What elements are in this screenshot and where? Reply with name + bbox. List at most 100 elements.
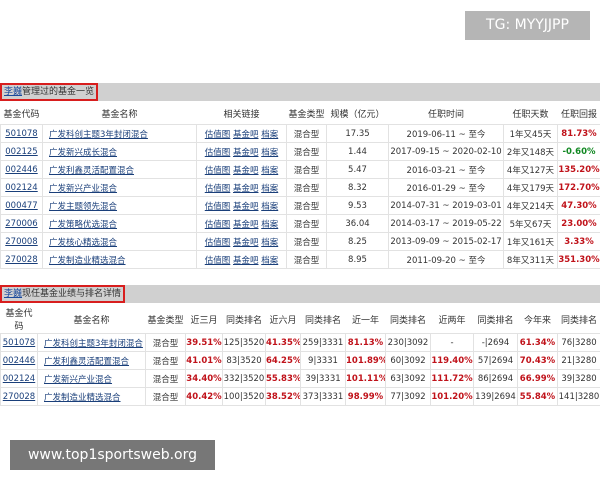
archive-link[interactable]: 档案: [261, 183, 279, 194]
archive-link[interactable]: 档案: [261, 147, 279, 158]
fund-name-cell: 广发新兴产业混合: [42, 178, 197, 197]
fund-name-link[interactable]: 广发新兴成长混合: [49, 147, 118, 158]
valuation-chart-link[interactable]: 估值图: [204, 201, 231, 212]
table-cell: 40.42%: [185, 387, 223, 406]
fund-name-link[interactable]: 广发制造业精选混合: [49, 255, 126, 266]
fund-name-link[interactable]: 广发利鑫灵活配置混合: [44, 356, 130, 367]
table-row: 002124 广发新兴产业混合 混合型 34.40% 332|3520 55.83% 39|…: [0, 369, 600, 388]
fund-forum-link[interactable]: 基金吧: [232, 183, 259, 194]
fund-code-cell: 002125: [0, 142, 43, 161]
fund-code-link[interactable]: 270006: [5, 218, 38, 229]
table-cell: 混合型: [286, 232, 327, 251]
archive-link[interactable]: 档案: [261, 237, 279, 248]
column-header: 基金类型: [147, 315, 184, 326]
table-cell: 9.53: [326, 196, 389, 215]
fund-code-link[interactable]: 270008: [5, 236, 38, 247]
fund-name-link[interactable]: 广发新兴产业混合: [44, 374, 113, 385]
table-cell: 2019-06-11 ~ 至今: [388, 124, 504, 143]
table-cell: 4年又214天: [503, 196, 558, 215]
fund-code-cell: 000477: [0, 196, 43, 215]
table-cell: 混合型: [145, 333, 186, 352]
fund-name-link[interactable]: 广发主题领先混合: [49, 201, 118, 212]
related-links-cell: 估值图 基金吧 档案: [196, 232, 287, 251]
fund-code-link[interactable]: 270028: [5, 254, 38, 265]
fund-name-link[interactable]: 广发策略优选混合: [49, 219, 118, 230]
valuation-chart-link[interactable]: 估值图: [204, 219, 231, 230]
table-cell: -0.60%: [557, 142, 600, 161]
column-header: 同类排名: [477, 315, 514, 326]
table-cell: 172.70%: [557, 178, 600, 197]
valuation-chart-link[interactable]: 估值图: [204, 255, 231, 266]
valuation-chart-link[interactable]: 估值图: [204, 147, 231, 158]
table-cell: 8年又311天: [503, 250, 558, 269]
table-cell: 混合型: [286, 160, 327, 179]
column-header: 近两年: [438, 315, 466, 326]
archive-link[interactable]: 档案: [261, 201, 279, 212]
fund-name-link[interactable]: 广发科创主题3年封闭混合: [49, 129, 148, 140]
fund-code-link[interactable]: 501078: [2, 337, 36, 348]
table-cell: 125|3520: [222, 333, 266, 352]
fund-forum-link[interactable]: 基金吧: [232, 219, 259, 230]
fund-forum-link[interactable]: 基金吧: [232, 201, 259, 212]
valuation-chart-link[interactable]: 估值图: [204, 165, 231, 176]
table-row: 002125 广发新兴成长混合 估值图 基金吧 档案 混合型 1.44 2017-09-…: [0, 142, 600, 161]
table-cell: 8.25: [326, 232, 389, 251]
table-cell: 373|3331: [300, 387, 346, 406]
fund-code-cell: 270006: [0, 214, 43, 233]
table-cell: 64.25%: [265, 351, 301, 370]
archive-link[interactable]: 档案: [261, 165, 279, 176]
table-cell: 38.52%: [265, 387, 301, 406]
table-row: 501078 广发科创主题3年封闭混合 估值图 基金吧 档案 混合型 17.35 201…: [0, 124, 600, 143]
table-cell: 2017-09-15 ~ 2020-02-10: [388, 142, 504, 161]
fund-name-cell: 广发核心精选混合: [42, 232, 197, 251]
fund-code-link[interactable]: 002124: [2, 373, 36, 384]
valuation-chart-link[interactable]: 估值图: [204, 183, 231, 194]
fund-code-link[interactable]: 002446: [2, 355, 36, 366]
table-cell: 57|2694: [473, 351, 518, 370]
fund-code-link[interactable]: 002446: [5, 164, 38, 175]
fund-name-link[interactable]: 广发利鑫灵活配置混合: [49, 165, 135, 176]
table-cell: -|2694: [473, 333, 518, 352]
fund-code-link[interactable]: 501078: [5, 128, 38, 139]
table-cell: 8.95: [326, 250, 389, 269]
fund-code-link[interactable]: 002125: [5, 146, 38, 157]
fund-code-cell: 002124: [0, 178, 43, 197]
fund-forum-link[interactable]: 基金吧: [232, 255, 259, 266]
table-cell: 86|2694: [473, 369, 518, 388]
table-cell: 66.99%: [517, 369, 558, 388]
manager-link[interactable]: 李巍: [4, 289, 23, 299]
fund-name-link[interactable]: 广发科创主题3年封闭混合: [44, 338, 143, 349]
table-cell: 41.01%: [185, 351, 223, 370]
archive-link[interactable]: 档案: [261, 255, 279, 266]
fund-name-cell: 广发科创主题3年封闭混合: [42, 124, 197, 143]
fund-code-link[interactable]: 000477: [5, 200, 38, 211]
archive-link[interactable]: 档案: [261, 219, 279, 230]
table-cell: 4年又179天: [503, 178, 558, 197]
table-cell: 77|3092: [385, 387, 431, 406]
fund-forum-link[interactable]: 基金吧: [232, 165, 259, 176]
manager-link[interactable]: 李巍: [4, 87, 23, 97]
fund-name-link[interactable]: 广发新兴产业混合: [49, 183, 118, 194]
fund-forum-link[interactable]: 基金吧: [232, 147, 259, 158]
fund-name-link[interactable]: 广发制造业精选混合: [44, 392, 121, 403]
valuation-chart-link[interactable]: 估值图: [204, 237, 231, 248]
table-cell: 135.20%: [557, 160, 600, 179]
table-cell: 21|3280: [557, 351, 600, 370]
fund-code-link[interactable]: 270028: [2, 391, 36, 402]
table-cell: 55.83%: [265, 369, 301, 388]
table-cell: 3.33%: [557, 232, 600, 251]
fund-code-cell: 002446: [0, 351, 38, 370]
fund-code-link[interactable]: 002124: [5, 182, 38, 193]
table-cell: 4年又127天: [503, 160, 558, 179]
fund-forum-link[interactable]: 基金吧: [232, 237, 259, 248]
watermark: www.top1sportsweb.org: [10, 440, 215, 470]
fund-name-link[interactable]: 广发核心精选混合: [49, 237, 118, 248]
fund-forum-link[interactable]: 基金吧: [232, 129, 259, 140]
table-cell: 34.40%: [185, 369, 223, 388]
table-cell: 70.43%: [517, 351, 558, 370]
valuation-chart-link[interactable]: 估值图: [204, 129, 231, 140]
table-row: 002446 广发利鑫灵活配置混合 估值图 基金吧 档案 混合型 5.47 2016-0…: [0, 160, 600, 179]
archive-link[interactable]: 档案: [261, 129, 279, 140]
fund-name-cell: 广发新兴成长混合: [42, 142, 197, 161]
table-cell: 2年又148天: [503, 142, 558, 161]
